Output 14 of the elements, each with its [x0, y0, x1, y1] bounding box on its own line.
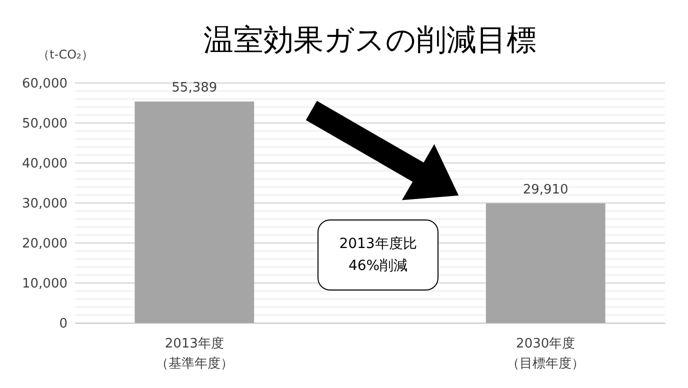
x-tick-label: 2030年度（目標年度） [506, 336, 585, 372]
y-tick-label: 40,000 [22, 156, 68, 172]
y-tick-label: 20,000 [22, 236, 68, 252]
y-tick-label: 10,000 [22, 276, 68, 292]
y-axis-title: （t-CO₂） [38, 48, 94, 62]
data-label: 55,389 [172, 80, 218, 96]
y-tick-label: 30,000 [22, 196, 68, 212]
y-tick-label: 50,000 [22, 116, 68, 132]
annotation: 2013年度比 46%削減 [339, 236, 417, 274]
x-tick-label: 2013年度（基準年度） [155, 336, 234, 372]
chart-title: 温室効果ガスの削減目標 [204, 23, 536, 58]
y-tick-label: 0 [59, 316, 68, 332]
data-label: 29,910 [522, 182, 568, 198]
y-tick-label: 60,000 [22, 76, 68, 92]
